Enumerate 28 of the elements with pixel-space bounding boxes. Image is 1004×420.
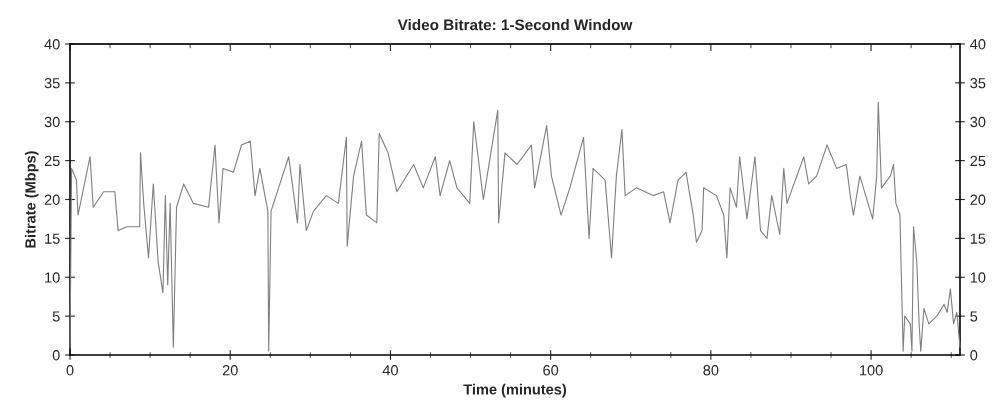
y2-tick-label: 10 (970, 272, 986, 283)
y-tick-label: 5 (52, 311, 60, 322)
y2-tick-label: 25 (970, 155, 986, 167)
y-tick-label: 10 (45, 272, 60, 283)
x-tick-label: 60 (543, 365, 559, 376)
y2-tick-label: 30 (970, 116, 986, 128)
y2-tick-label: 20 (970, 194, 986, 205)
y-tick-label: 0 (52, 350, 60, 361)
x-tick-label: 80 (703, 365, 719, 376)
y2-tick-label: 0 (970, 350, 978, 361)
y2-tick-label: 5 (970, 311, 978, 322)
line-series (69, 101, 961, 352)
y-tick-label: 20 (44, 194, 60, 205)
x-tick-label: 40 (382, 365, 398, 376)
chart-title: Video Bitrate: 1-Second Window (397, 19, 633, 31)
y-tick-label: 35 (44, 77, 60, 89)
y2-tick-label: 40 (970, 39, 986, 50)
y2-tick-label: 35 (970, 77, 986, 89)
x-tick-label: 20 (222, 365, 238, 376)
y-tick-label: 25 (44, 155, 60, 167)
y-tick-label: 40 (44, 39, 60, 50)
x-tick-label: 0 (66, 365, 74, 376)
y2-tick-label: 15 (970, 233, 986, 244)
y-axis-title: Bitrate (Mbps) (24, 151, 39, 248)
y-tick-label: 15 (45, 233, 60, 244)
y-tick-label: 30 (44, 116, 60, 128)
x-axis-title: Time (minutes) (463, 383, 567, 398)
x-tick-label: 100 (860, 365, 883, 376)
